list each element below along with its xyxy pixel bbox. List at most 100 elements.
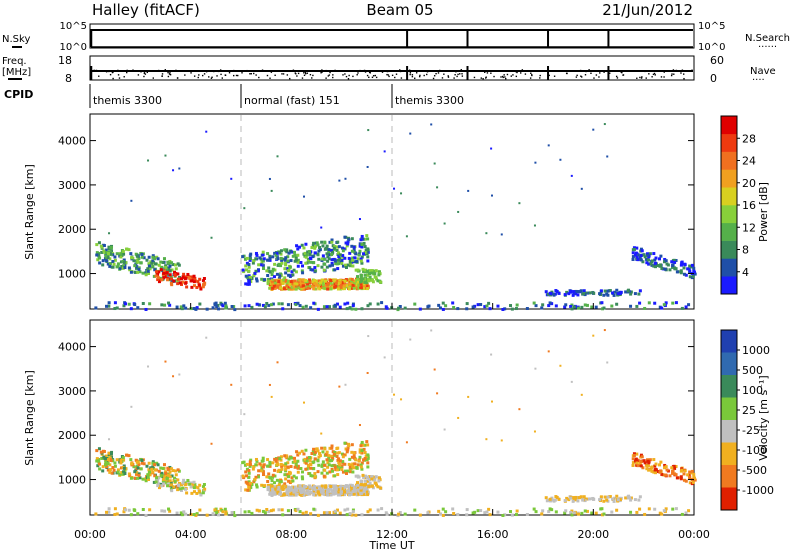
power-cell: [304, 304, 308, 308]
power-cell: [170, 283, 174, 287]
velocity-cell: [300, 475, 304, 479]
velocity-cell: [606, 495, 610, 499]
nave-point: [419, 74, 421, 77]
power-cell: [345, 284, 349, 288]
power-cell: [365, 234, 369, 238]
nave-point: [205, 70, 208, 73]
power-cell: [363, 237, 367, 241]
velocity-cell: [628, 496, 632, 500]
power-cell: [570, 174, 573, 177]
power-cell: [175, 305, 179, 309]
velocity-cell: [335, 468, 339, 472]
power-cell: [351, 264, 355, 268]
velocity-cell: [202, 483, 206, 487]
velocity-cell: [134, 468, 138, 472]
velocity-cell: [279, 492, 283, 496]
nave-point: [546, 70, 548, 72]
velocity-cell: [331, 456, 335, 460]
velocity-cell: [190, 491, 194, 495]
power-cell: [349, 284, 353, 288]
velocity-cell: [366, 510, 370, 514]
power-cell: [128, 268, 132, 272]
power-cell: [331, 278, 335, 282]
velocity-cell: [351, 510, 355, 514]
power-cell: [286, 279, 290, 283]
power-cell: [184, 281, 188, 285]
colorbar-swatch: [721, 187, 737, 206]
power-cell: [603, 123, 606, 126]
velocity-cell: [148, 473, 152, 477]
velocity-cell: [637, 498, 641, 502]
power-cell: [615, 302, 619, 306]
velocity-cell: [294, 461, 298, 465]
velocity-cell: [247, 471, 251, 475]
colorbar-tick-label: 8: [742, 244, 749, 257]
nave-point: [371, 76, 374, 79]
power-cell: [280, 258, 284, 262]
velocity-cell: [291, 479, 295, 483]
velocity-cell: [252, 465, 256, 469]
power-cell: [176, 272, 180, 276]
nave-point: [161, 73, 164, 75]
nave-point: [304, 72, 307, 75]
power-cell: [266, 258, 270, 262]
x-tick-label: 16:00: [477, 528, 509, 541]
nave-point: [399, 69, 401, 71]
power-cell: [153, 268, 157, 272]
power-cell: [672, 258, 676, 262]
velocity-cell: [223, 507, 227, 511]
power-cell: [179, 305, 183, 309]
power-cell: [151, 255, 155, 259]
power-cell: [167, 268, 171, 272]
velocity-cell: [178, 373, 181, 376]
velocity-cell: [338, 385, 341, 388]
power-cell: [260, 277, 264, 281]
velocity-cell: [215, 511, 219, 515]
velocity-cell: [306, 488, 310, 492]
power-cell: [647, 301, 651, 305]
velocity-cell: [162, 463, 166, 467]
velocity-cell: [174, 473, 178, 477]
velocity-cell: [514, 513, 518, 517]
velocity-cell: [107, 451, 111, 455]
y-tick-label: 4000: [58, 341, 86, 354]
power-cell: [443, 222, 446, 225]
velocity-cell: [169, 483, 173, 487]
velocity-cell: [292, 456, 296, 460]
velocity-cell: [487, 507, 491, 511]
power-cell: [119, 253, 123, 257]
power-cell: [400, 192, 403, 195]
power-cell: [692, 270, 696, 274]
power-cell: [322, 305, 326, 309]
power-cell: [631, 257, 635, 261]
power-cell: [293, 253, 297, 257]
colorbar-swatch: [721, 116, 737, 135]
nave-point: [616, 77, 619, 79]
velocity-cell: [127, 508, 131, 512]
power-cell: [532, 301, 536, 305]
power-cell: [296, 301, 300, 305]
nave-point: [208, 76, 210, 78]
power-cell: [633, 253, 637, 257]
velocity-cell: [559, 364, 562, 367]
nave-point: [671, 73, 673, 75]
velocity-cell: [633, 498, 637, 502]
velocity-cell: [119, 459, 123, 463]
velocity-cell: [374, 483, 378, 487]
power-cell: [291, 282, 295, 286]
power-cell: [576, 293, 580, 297]
velocity-cell: [164, 360, 167, 363]
power-cell: [356, 281, 360, 285]
velocity-cell: [362, 475, 366, 479]
velocity-cell: [349, 490, 353, 494]
x-tick-label: 00:00: [678, 528, 710, 541]
power-cell: [286, 255, 290, 259]
power-cell: [184, 306, 188, 310]
power-cell: [644, 257, 648, 261]
colorbar-swatch: [721, 133, 737, 152]
nave-point: [680, 72, 682, 74]
velocity-cell: [283, 464, 287, 468]
nave-point: [297, 72, 300, 75]
velocity-cell: [266, 485, 270, 489]
velocity-cell: [510, 513, 514, 517]
